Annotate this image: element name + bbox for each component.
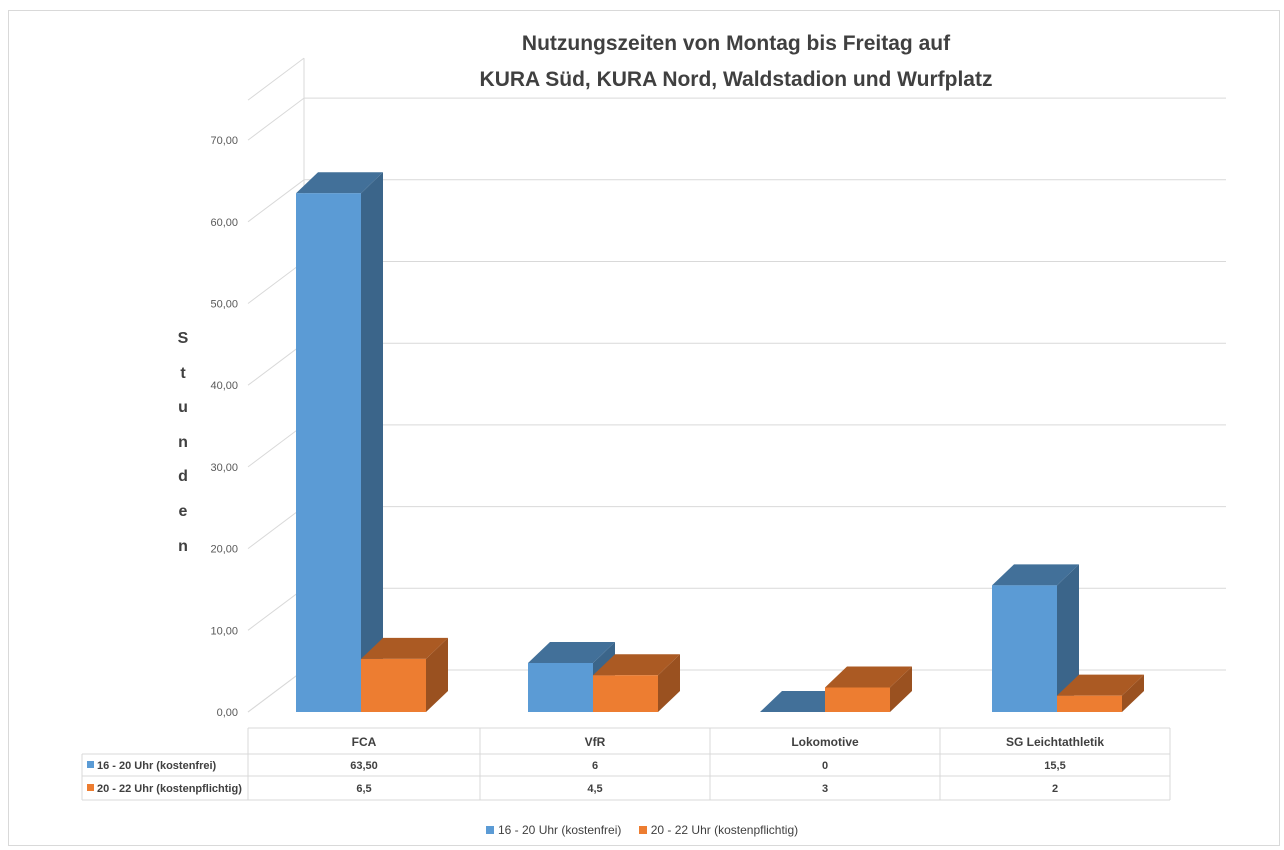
bar-side (426, 637, 448, 712)
bar-top (992, 564, 1079, 586)
y-tick-label: 20,00 (210, 544, 238, 556)
y-axis-label-letter: t (180, 364, 186, 382)
gridline-side (247, 179, 305, 223)
table-legend-key (87, 784, 94, 791)
bar (992, 585, 1057, 712)
bar-top (1057, 674, 1144, 696)
x-tick-label: FCA (352, 735, 377, 749)
bar-side (361, 172, 383, 712)
bar (825, 687, 890, 712)
legend: 16 - 20 Uhr (kostenfrei) 20 - 22 Uhr (ko… (486, 822, 812, 837)
table-row-label: 16 - 20 Uhr (kostenfrei) (97, 760, 217, 772)
x-tick-label: SG Leichtathletik (1006, 735, 1104, 749)
chart-title-line-1: Nutzungszeiten von Montag bis Freitag au… (521, 32, 951, 55)
gridline-side (247, 424, 305, 468)
bar (1057, 695, 1122, 712)
y-tick-label: 40,00 (210, 380, 238, 392)
y-axis-label-letter: e (178, 502, 188, 520)
y-axis-label-letter: u (178, 399, 188, 417)
legend-item-series-1: 16 - 20 Uhr (kostenfrei) (486, 822, 621, 837)
chart-frame (8, 10, 1280, 846)
bar (361, 658, 426, 712)
table-cell: 6,5 (356, 783, 371, 795)
gridline-side (247, 261, 305, 304)
bar-side (1122, 674, 1144, 712)
table-cell: 3 (822, 783, 828, 795)
x-tick-label: VfR (585, 735, 606, 749)
gridline-side (247, 342, 305, 386)
bar-top (296, 172, 383, 194)
table-cell: 15,5 (1044, 760, 1065, 772)
x-tick-label: Lokomotive (791, 735, 859, 749)
gridline-side (247, 97, 305, 141)
table-cell: 4,5 (587, 783, 602, 795)
bar-side (658, 654, 680, 712)
bar-top (528, 641, 615, 663)
bar-side (1057, 564, 1079, 712)
table-cell: 0 (822, 760, 828, 772)
legend-swatch-series-2 (638, 825, 647, 834)
chart-title-line-2: KURA Süd, KURA Nord, Waldstadion und Wur… (479, 68, 993, 91)
floor-edge (247, 669, 305, 713)
gridline-side (247, 587, 305, 631)
y-tick-label: 60,00 (210, 217, 238, 229)
y-tick-label: 30,00 (210, 462, 238, 474)
table-cell: 2 (1052, 783, 1058, 795)
y-tick-label: 70,00 (210, 135, 238, 147)
y-tick-label: 0,00 (217, 707, 238, 719)
chart-title: Nutzungszeiten von Montag bis Freitag au… (246, 26, 1226, 98)
y-tick-label: 50,00 (210, 299, 238, 311)
table-cell: 63,50 (350, 760, 378, 772)
table-cell: 6 (592, 760, 598, 772)
bar (593, 675, 658, 712)
table-row-label: 20 - 22 Uhr (kostenpflichtig) (97, 783, 242, 795)
y-axis-label-letter: n (178, 433, 188, 451)
bar (528, 662, 593, 712)
bar (296, 193, 361, 712)
y-tick-label: 10,00 (210, 625, 238, 637)
top-edge (247, 57, 305, 101)
bar-top (361, 637, 448, 659)
gridline-side (247, 506, 305, 549)
bar-side (890, 666, 912, 712)
y-axis-label-letter: n (178, 537, 188, 555)
legend-swatch-series-1 (486, 825, 494, 834)
bar-top (593, 654, 680, 676)
y-axis-label-letter: S (177, 330, 189, 347)
legend-label-series-1: 16 - 20 Uhr (kostenfrei) (498, 822, 622, 837)
y-axis-label-letter: d (178, 468, 188, 486)
legend-label-series-2: 20 - 22 Uhr (kostenpflichtig) (650, 822, 799, 837)
table-legend-key (87, 761, 94, 768)
bar-top (825, 666, 912, 688)
legend-item-series-2: 20 - 22 Uhr (kostenpflichtig) (638, 822, 799, 837)
